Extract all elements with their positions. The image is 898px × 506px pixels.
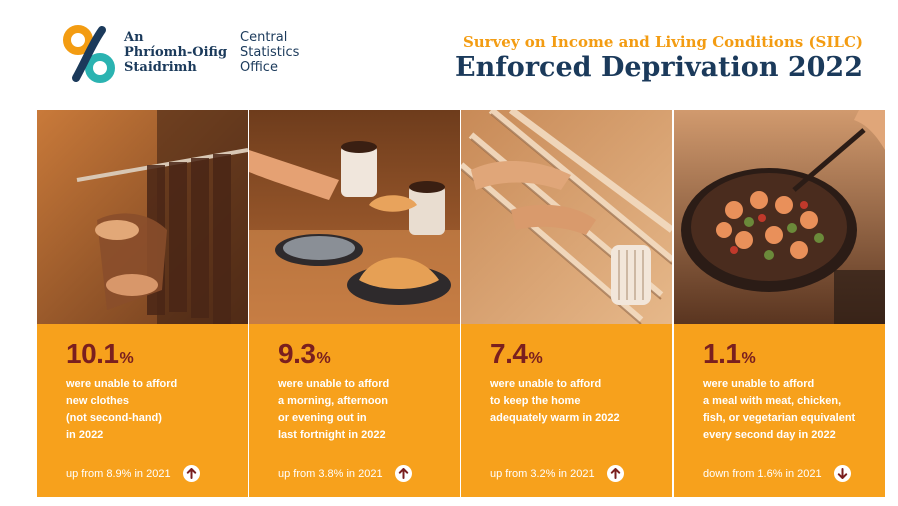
stat-card-social-outing: 9.3% were unable to afford a morning, af… xyxy=(249,110,460,497)
page-title: Enforced Deprivation 2022 xyxy=(454,52,863,83)
desc-line: new clothes xyxy=(66,395,129,407)
stat-unit: % xyxy=(316,350,331,367)
stat-number: 1.1 xyxy=(703,338,741,369)
org-irish-line: An xyxy=(124,30,144,45)
arrow-up-icon xyxy=(394,465,412,482)
trend-comparison: down from 1.6% in 2021 xyxy=(703,465,851,482)
desc-line: last fortnight in 2022 xyxy=(278,429,386,441)
trend-text: down from 1.6% in 2021 xyxy=(703,467,822,480)
stat-number: 10.1 xyxy=(66,338,119,369)
desc-line: a meal with meat, chicken, xyxy=(703,395,842,407)
stat-card-clothes: 10.1% were unable to afford new clothes … xyxy=(37,110,248,497)
org-name-english: Central Statistics Office xyxy=(240,30,299,75)
survey-title: Survey on Income and Living Conditions (… xyxy=(462,33,863,51)
trend-text: up from 3.8% in 2021 xyxy=(278,467,383,480)
stat-description: were unable to afford to keep the home a… xyxy=(490,376,670,427)
arrow-up-icon xyxy=(606,465,624,482)
header: An Phríomh-Oifig Staidrimh Central Stati… xyxy=(0,0,898,108)
stat-card-meal: 1.1% were unable to afford a meal with m… xyxy=(674,110,885,497)
stat-value: 7.4% xyxy=(490,338,543,370)
stat-unit: % xyxy=(741,350,756,367)
org-english-line: Office xyxy=(240,60,278,75)
desc-line: adequately warm in 2022 xyxy=(490,412,620,424)
radiator-hands-photo xyxy=(461,110,672,324)
desc-line: were unable to afford xyxy=(703,378,815,390)
stat-cards: 10.1% were unable to afford new clothes … xyxy=(37,110,885,497)
org-irish-line: Phríomh-Oifig xyxy=(124,45,228,60)
stat-description: were unable to afford a morning, afterno… xyxy=(278,376,458,444)
stat-unit: % xyxy=(528,350,543,367)
stat-value: 10.1% xyxy=(66,338,134,370)
arrow-down-icon xyxy=(833,465,851,482)
org-english-line: Statistics xyxy=(240,45,300,60)
stat-number: 9.3 xyxy=(278,338,316,369)
desc-line: were unable to afford xyxy=(278,378,390,390)
stat-value: 9.3% xyxy=(278,338,331,370)
stat-card-home-warmth: 7.4% were unable to afford to keep the h… xyxy=(461,110,672,497)
org-name-irish: An Phríomh-Oifig Staidrimh xyxy=(124,30,227,75)
trend-comparison: up from 3.2% in 2021 xyxy=(490,465,624,482)
trend-comparison: up from 3.8% in 2021 xyxy=(278,465,412,482)
stat-value: 1.1% xyxy=(703,338,756,370)
arrow-up-icon xyxy=(182,465,200,482)
desc-line: were unable to afford xyxy=(490,378,602,390)
frying-pan-meal-photo xyxy=(674,110,885,324)
trend-text: up from 8.9% in 2021 xyxy=(66,467,171,480)
org-irish-line: Staidrimh xyxy=(124,60,197,75)
stat-unit: % xyxy=(119,350,134,367)
desc-line: fish, or vegetarian equivalent xyxy=(703,412,856,424)
desc-line: to keep the home xyxy=(490,395,581,407)
clothes-rack-photo xyxy=(37,110,248,324)
desc-line: every second day in 2022 xyxy=(703,429,836,441)
desc-line: or evening out in xyxy=(278,412,367,424)
desc-line: (not second-hand) xyxy=(66,412,162,424)
desc-line: were unable to afford xyxy=(66,378,178,390)
cso-logo-icon xyxy=(63,25,115,83)
desc-line: a morning, afternoon xyxy=(278,395,388,407)
stat-number: 7.4 xyxy=(490,338,528,369)
stat-description: were unable to afford a meal with meat, … xyxy=(703,376,883,444)
desc-line: in 2022 xyxy=(66,429,104,441)
trend-comparison: up from 8.9% in 2021 xyxy=(66,465,200,482)
trend-text: up from 3.2% in 2021 xyxy=(490,467,595,480)
org-english-line: Central xyxy=(240,30,288,45)
coffee-croissant-photo xyxy=(249,110,460,324)
stat-description: were unable to afford new clothes (not s… xyxy=(66,376,246,444)
